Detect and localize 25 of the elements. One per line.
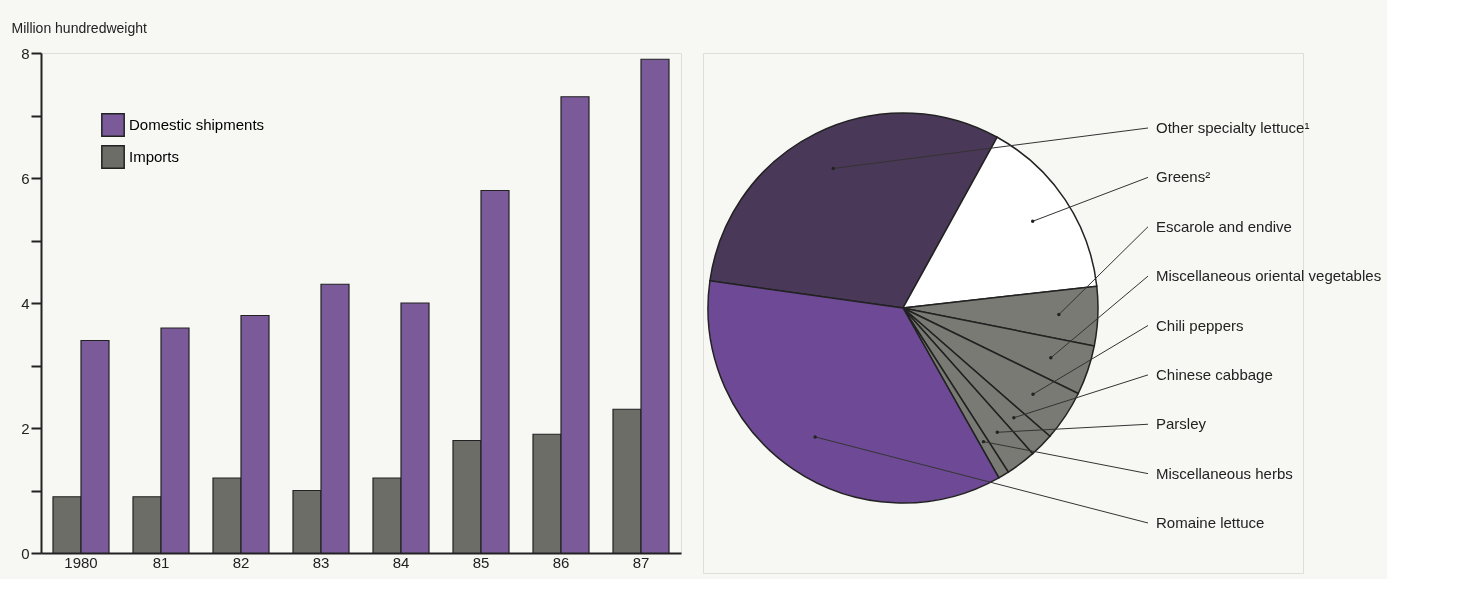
slice-label: Parsley [1156, 415, 1207, 433]
y-axis-title: Million hundredweight [11, 19, 148, 36]
slice-label: Other specialty lettuce¹ [1156, 119, 1310, 136]
slice-label: Chinese cabbage [1156, 365, 1273, 383]
slice-label: Romaine lettuce [1156, 514, 1265, 531]
x-tick-label: 86 [552, 553, 570, 571]
slice-label: Miscellaneous oriental vegetables [1156, 267, 1382, 285]
x-tick-label: 85 [472, 553, 490, 571]
legend-label: Domestic shipments [129, 116, 265, 133]
x-tick-label: 81 [152, 553, 170, 571]
legend-label: Imports [129, 148, 180, 165]
slice-label: Chili peppers [1156, 316, 1244, 334]
x-tick-label: 82 [232, 553, 250, 571]
y-tick-label: 6 [21, 169, 30, 187]
y-tick-label: 2 [21, 419, 30, 437]
slice-label: Miscellaneous herbs [1156, 464, 1293, 482]
y-tick-label: 4 [21, 294, 30, 312]
x-tick-label: 1980 [64, 553, 98, 571]
x-tick-label: 87 [632, 553, 650, 571]
y-tick-label: 8 [21, 44, 30, 62]
slice-label: Greens² [1156, 168, 1211, 186]
y-tick-label: 0 [21, 544, 30, 562]
x-tick-label: 83 [312, 553, 330, 571]
slice-label: Escarole and endive [1156, 217, 1292, 235]
x-tick-label: 84 [392, 553, 410, 571]
